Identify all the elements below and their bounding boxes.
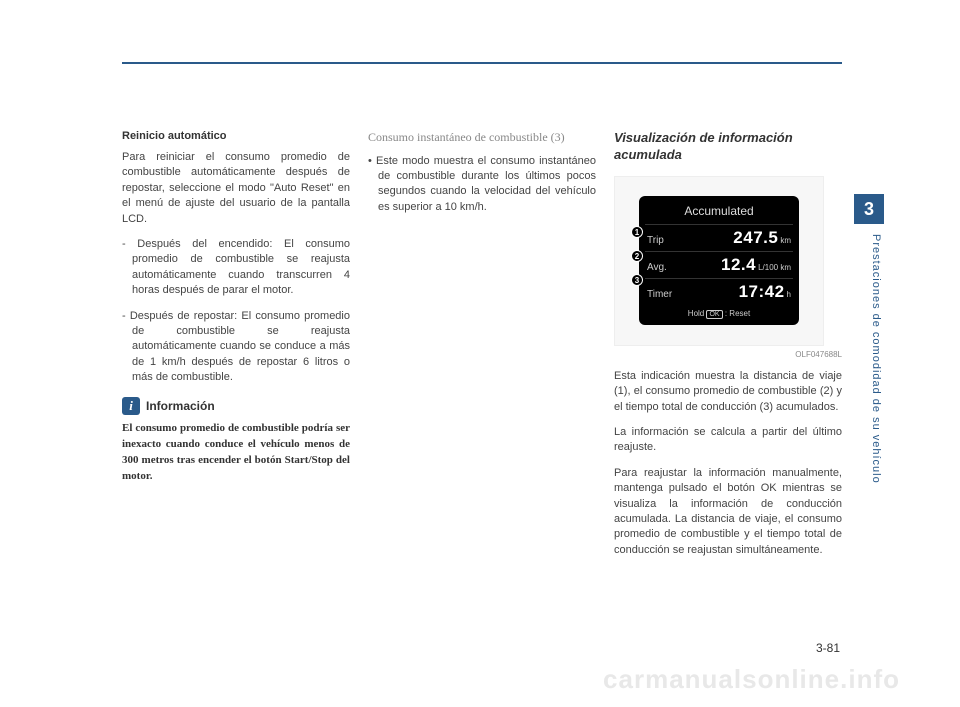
marker-1: 1 bbox=[631, 226, 643, 238]
screen-row-timer: Timer 17:42 h bbox=[645, 278, 793, 305]
col3-para3: Para reajustar la información manualment… bbox=[614, 466, 842, 558]
col3-para2: La información se calcula a partir del ú… bbox=[614, 425, 842, 456]
col1-item2: - Después de repostar: El consumo promed… bbox=[122, 309, 350, 386]
row-value: 12.4 bbox=[683, 255, 756, 275]
row-unit: L/100 km bbox=[758, 263, 791, 272]
column-1: Reinicio automático Para reiniciar el co… bbox=[122, 130, 350, 568]
image-code: OLF047688L bbox=[614, 350, 842, 359]
screen-row-trip: Trip 247.5 km bbox=[645, 224, 793, 251]
footer-hold: Hold bbox=[688, 309, 704, 318]
col1-item1: - Después del encendido: El consumo prom… bbox=[122, 237, 350, 299]
content-columns: Reinicio automático Para reiniciar el co… bbox=[122, 130, 842, 568]
row-label: Timer bbox=[647, 289, 683, 300]
column-2: Consumo instantáneo de combustible (3) •… bbox=[368, 130, 596, 568]
chapter-tab: 3 bbox=[854, 194, 884, 224]
screen-footer: Hold OK : Reset bbox=[645, 309, 793, 319]
col1-para1: Para reiniciar el consumo promedio de co… bbox=[122, 150, 350, 227]
watermark: carmanualsonline.info bbox=[603, 664, 900, 695]
footer-reset: : Reset bbox=[725, 309, 750, 318]
side-chapter-label: Prestaciones de comodidad de su vehículo bbox=[862, 234, 882, 574]
lcd-screen: Accumulated Trip 247.5 km Avg. 12.4 L/10… bbox=[639, 196, 799, 325]
row-value: 17:42 bbox=[683, 282, 785, 302]
col3-para1: Esta indicación muestra la distancia de … bbox=[614, 369, 842, 415]
header-rule bbox=[122, 62, 842, 64]
col2-title: Consumo instantáneo de combustible (3) bbox=[368, 130, 596, 146]
col1-subhead: Reinicio automático bbox=[122, 130, 350, 142]
page-number: 3-81 bbox=[816, 641, 840, 655]
column-3: Visualización de información acumulada A… bbox=[614, 130, 842, 568]
info-icon: i bbox=[122, 397, 140, 415]
info-label: Información bbox=[146, 399, 215, 413]
col3-title: Visualización de información acumulada bbox=[614, 130, 842, 164]
footer-ok: OK bbox=[706, 310, 722, 319]
row-unit: km bbox=[780, 236, 791, 245]
screen-header: Accumulated bbox=[645, 204, 793, 218]
row-value: 247.5 bbox=[683, 228, 778, 248]
info-heading-row: i Información bbox=[122, 397, 350, 415]
marker-3: 3 bbox=[631, 274, 643, 286]
row-unit: h bbox=[787, 290, 791, 299]
row-label: Avg. bbox=[647, 262, 683, 273]
row-label: Trip bbox=[647, 235, 683, 246]
marker-2: 2 bbox=[631, 250, 643, 262]
col2-bullet: • Este modo muestra el consumo instantán… bbox=[368, 154, 596, 216]
dashboard-display: Accumulated Trip 247.5 km Avg. 12.4 L/10… bbox=[614, 176, 824, 346]
col1-info-text: El consumo promedio de combustible podrí… bbox=[122, 421, 350, 485]
screen-row-avg: Avg. 12.4 L/100 km bbox=[645, 251, 793, 278]
